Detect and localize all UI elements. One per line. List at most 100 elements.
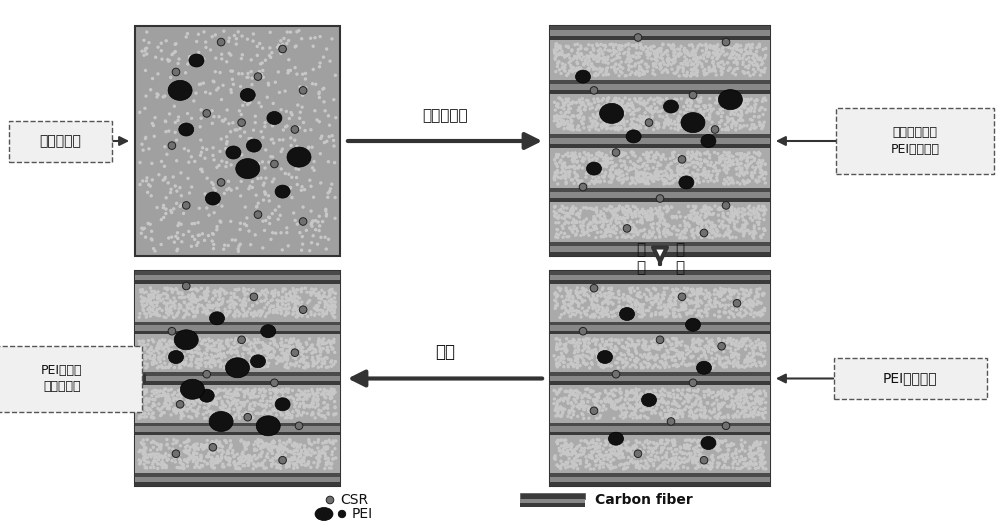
Circle shape	[589, 117, 591, 119]
Circle shape	[313, 364, 315, 366]
Circle shape	[333, 297, 335, 299]
Circle shape	[728, 467, 730, 469]
Circle shape	[188, 458, 190, 461]
Circle shape	[306, 463, 308, 465]
Circle shape	[638, 166, 640, 168]
Circle shape	[158, 458, 160, 461]
Circle shape	[243, 315, 245, 317]
Circle shape	[758, 448, 760, 450]
Circle shape	[671, 451, 673, 453]
Circle shape	[734, 68, 736, 70]
Circle shape	[233, 304, 235, 307]
Circle shape	[297, 301, 299, 303]
Circle shape	[328, 340, 330, 342]
Circle shape	[587, 442, 589, 444]
Circle shape	[245, 340, 247, 342]
Circle shape	[158, 394, 160, 396]
Circle shape	[556, 364, 558, 366]
Circle shape	[605, 62, 607, 64]
Circle shape	[579, 463, 581, 465]
Circle shape	[248, 188, 250, 190]
Circle shape	[641, 216, 643, 219]
Circle shape	[586, 208, 588, 209]
Circle shape	[242, 104, 244, 106]
Circle shape	[660, 414, 662, 416]
Circle shape	[184, 362, 186, 364]
Circle shape	[616, 122, 618, 124]
Circle shape	[317, 294, 319, 297]
Circle shape	[761, 293, 763, 296]
Circle shape	[610, 301, 612, 303]
Circle shape	[600, 43, 602, 45]
Circle shape	[231, 70, 233, 72]
Ellipse shape	[642, 394, 656, 407]
Circle shape	[318, 461, 320, 463]
Circle shape	[158, 403, 160, 405]
Circle shape	[169, 400, 171, 402]
Circle shape	[660, 464, 662, 466]
Circle shape	[661, 217, 663, 219]
Circle shape	[200, 287, 202, 289]
Circle shape	[723, 394, 725, 396]
Circle shape	[652, 451, 654, 452]
Circle shape	[216, 443, 218, 445]
Circle shape	[215, 342, 217, 344]
Circle shape	[315, 228, 317, 231]
Circle shape	[272, 410, 274, 412]
Circle shape	[673, 226, 675, 228]
Circle shape	[163, 465, 165, 467]
Circle shape	[574, 463, 576, 465]
Circle shape	[621, 100, 623, 102]
Circle shape	[243, 396, 245, 398]
Circle shape	[720, 61, 722, 63]
Circle shape	[322, 343, 324, 345]
Circle shape	[582, 339, 584, 341]
Circle shape	[581, 357, 583, 359]
Text: 纤维筛滤效应
PEI层间富集: 纤维筛滤效应 PEI层间富集	[891, 126, 940, 156]
Circle shape	[720, 67, 722, 69]
Bar	[550, 242, 770, 246]
Circle shape	[666, 225, 668, 227]
Circle shape	[624, 97, 626, 99]
Circle shape	[574, 154, 576, 156]
Circle shape	[755, 167, 757, 169]
Circle shape	[265, 390, 267, 392]
Circle shape	[743, 72, 745, 73]
Circle shape	[583, 127, 585, 129]
Circle shape	[708, 104, 710, 106]
Circle shape	[218, 303, 220, 305]
Circle shape	[271, 452, 273, 454]
Circle shape	[618, 102, 620, 104]
Circle shape	[288, 312, 290, 314]
Circle shape	[179, 352, 181, 353]
Circle shape	[215, 57, 217, 59]
Circle shape	[713, 52, 715, 54]
Circle shape	[679, 446, 681, 448]
Circle shape	[690, 100, 692, 102]
Circle shape	[716, 399, 718, 401]
Circle shape	[590, 468, 592, 470]
Circle shape	[750, 156, 752, 158]
Circle shape	[715, 395, 717, 397]
Circle shape	[633, 412, 635, 414]
Circle shape	[749, 47, 751, 49]
Circle shape	[739, 459, 741, 461]
Circle shape	[721, 128, 723, 130]
Circle shape	[718, 340, 720, 342]
Circle shape	[612, 407, 614, 409]
Circle shape	[265, 289, 267, 291]
Circle shape	[293, 356, 295, 358]
Ellipse shape	[275, 398, 290, 411]
Circle shape	[593, 221, 595, 223]
Circle shape	[619, 45, 621, 47]
Circle shape	[285, 448, 287, 450]
Circle shape	[658, 303, 660, 305]
Circle shape	[574, 395, 576, 397]
Circle shape	[296, 146, 298, 147]
Circle shape	[682, 361, 684, 363]
Circle shape	[684, 364, 686, 366]
Circle shape	[730, 111, 732, 113]
Circle shape	[557, 62, 559, 64]
Circle shape	[203, 308, 205, 310]
Circle shape	[714, 225, 716, 227]
